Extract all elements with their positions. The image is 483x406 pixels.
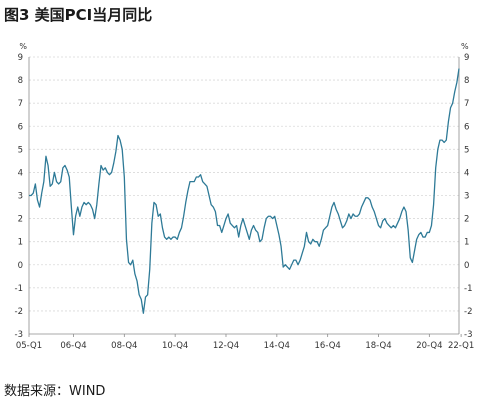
plot-area: [29, 68, 460, 314]
x-tick-label: 16-Q4: [315, 341, 341, 351]
y-unit-left: %: [19, 42, 27, 51]
y-tick-label-left: -3: [15, 330, 23, 340]
y-tick-label-left: 9: [18, 53, 23, 63]
y-tick-label-right: 5: [464, 145, 469, 155]
y-tick-label-right: 1: [464, 238, 469, 248]
y-tick-label-left: -2: [15, 307, 23, 317]
x-tick-label: 12-Q4: [213, 341, 239, 351]
figure-title: 图3 美国PCI当月同比: [4, 6, 153, 24]
x-tick-label: 10-Q4: [162, 341, 188, 351]
y-tick-label-right: 7: [464, 99, 469, 109]
y-tick-label-right: 0: [464, 261, 469, 271]
y-tick-label-left: 4: [18, 168, 23, 178]
y-tick-label-right: 4: [464, 168, 469, 178]
y-tick-label-left: 7: [18, 99, 23, 109]
x-tick-label: 18-Q4: [365, 341, 391, 351]
y-axis-left-labels: 9 8 7 6 5 4 3 2 1 0 -1 -2 -3: [15, 53, 23, 340]
y-tick-label-right: 8: [464, 76, 469, 86]
y-tick-label-right: 9: [464, 53, 469, 63]
y-tick-label-left: 5: [18, 145, 23, 155]
x-tick-label: 14-Q4: [264, 341, 290, 351]
y-tick-label-right: -2: [464, 307, 472, 317]
data-source-note: 数据来源：WIND: [4, 384, 106, 399]
y-tick-label-right: -1: [464, 284, 472, 294]
x-tick-label: 05-Q1: [16, 341, 42, 351]
x-tick-label: 22-Q1: [448, 341, 474, 351]
y-tick-label-left: 0: [18, 261, 23, 271]
y-tick-label-left: -1: [15, 284, 23, 294]
series-line: [29, 68, 460, 314]
x-tick-label: 20-Q4: [416, 341, 442, 351]
y-tick-label-right: 3: [464, 192, 469, 202]
y-tick-label-left: 1: [18, 238, 23, 248]
x-axis-labels: 05-Q1 06-Q4 08-Q4 10-Q4 12-Q4 14-Q4 16-Q4 18-Q4…: [16, 334, 474, 351]
y-tick-label-right: -3: [464, 330, 472, 340]
y-tick-label-left: 3: [18, 192, 23, 202]
y-tick-label-left: 6: [18, 122, 23, 132]
gridlines: [29, 56, 459, 312]
y-tick-label-right: 6: [464, 122, 469, 132]
y-tick-label-left: 8: [18, 76, 23, 86]
y-unit-right: %: [461, 42, 469, 51]
y-tick-label-left: 2: [18, 215, 23, 225]
y-tick-label-right: 2: [464, 215, 469, 225]
x-tick-label: 06-Q4: [60, 341, 86, 351]
x-tick-label: 08-Q4: [111, 341, 137, 351]
y-axis-right-labels: 9 8 7 6 5 4 3 2 1 0 -1 -2 -3: [464, 53, 472, 340]
